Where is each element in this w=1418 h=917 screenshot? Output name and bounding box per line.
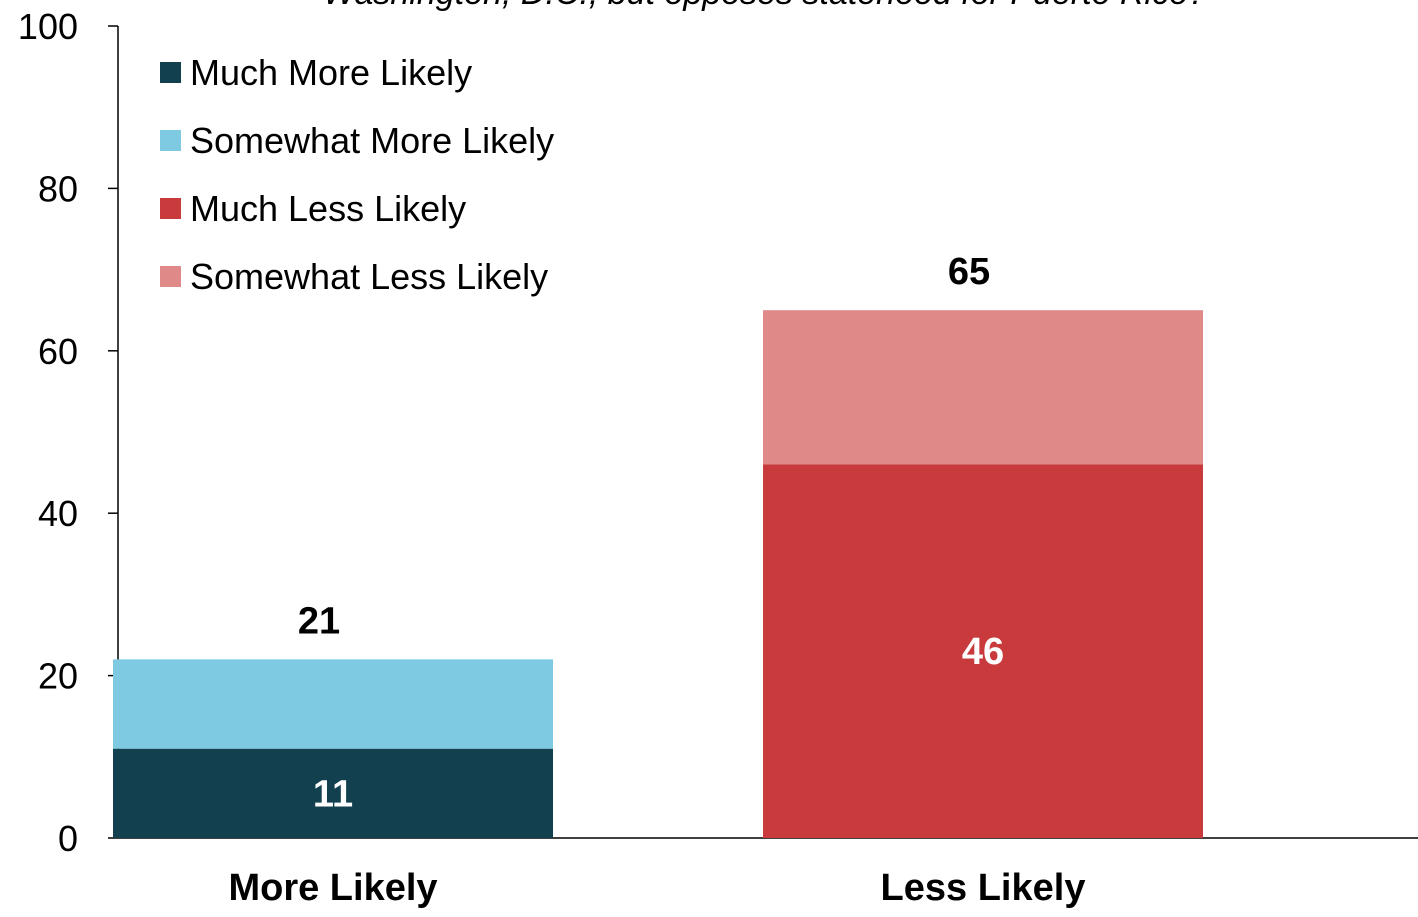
legend-swatch	[160, 130, 181, 151]
bars: 11 21 More Likely 46 65 Less Likely	[113, 251, 1203, 909]
y-tick-label: 80	[38, 168, 78, 209]
legend-label: Much Less Likely	[190, 188, 466, 229]
bar-segment-3-1	[763, 310, 1203, 465]
x-category-label: More Likely	[228, 867, 437, 909]
legend: Much More Likely Somewhat More Likely Much…	[160, 52, 554, 297]
legend-swatch	[160, 198, 181, 219]
y-tick-label: 20	[38, 656, 78, 697]
legend-label: Much More Likely	[190, 52, 472, 93]
legend-swatch	[160, 266, 181, 287]
bar-segment-1-0	[113, 659, 553, 749]
y-tick-label: 60	[38, 331, 78, 372]
bar-total-label: 21	[298, 600, 340, 642]
bar-segment-2-1	[763, 464, 1203, 838]
legend-label: Somewhat More Likely	[190, 120, 554, 161]
y-tick-label: 0	[58, 818, 78, 859]
chart-subtitle: Washington, D.C., but opposes statehood …	[323, 0, 1207, 12]
legend-label: Somewhat Less Likely	[190, 256, 548, 297]
x-category-label: Less Likely	[881, 867, 1086, 909]
bar-segment-0-0	[113, 748, 553, 838]
segment-value-label: 46	[962, 631, 1004, 673]
y-tick-label: 40	[38, 493, 78, 534]
y-tick-label: 100	[18, 6, 78, 47]
segment-value-label: 11	[313, 773, 353, 815]
legend-swatch	[160, 62, 181, 83]
bar-total-label: 65	[948, 251, 990, 293]
